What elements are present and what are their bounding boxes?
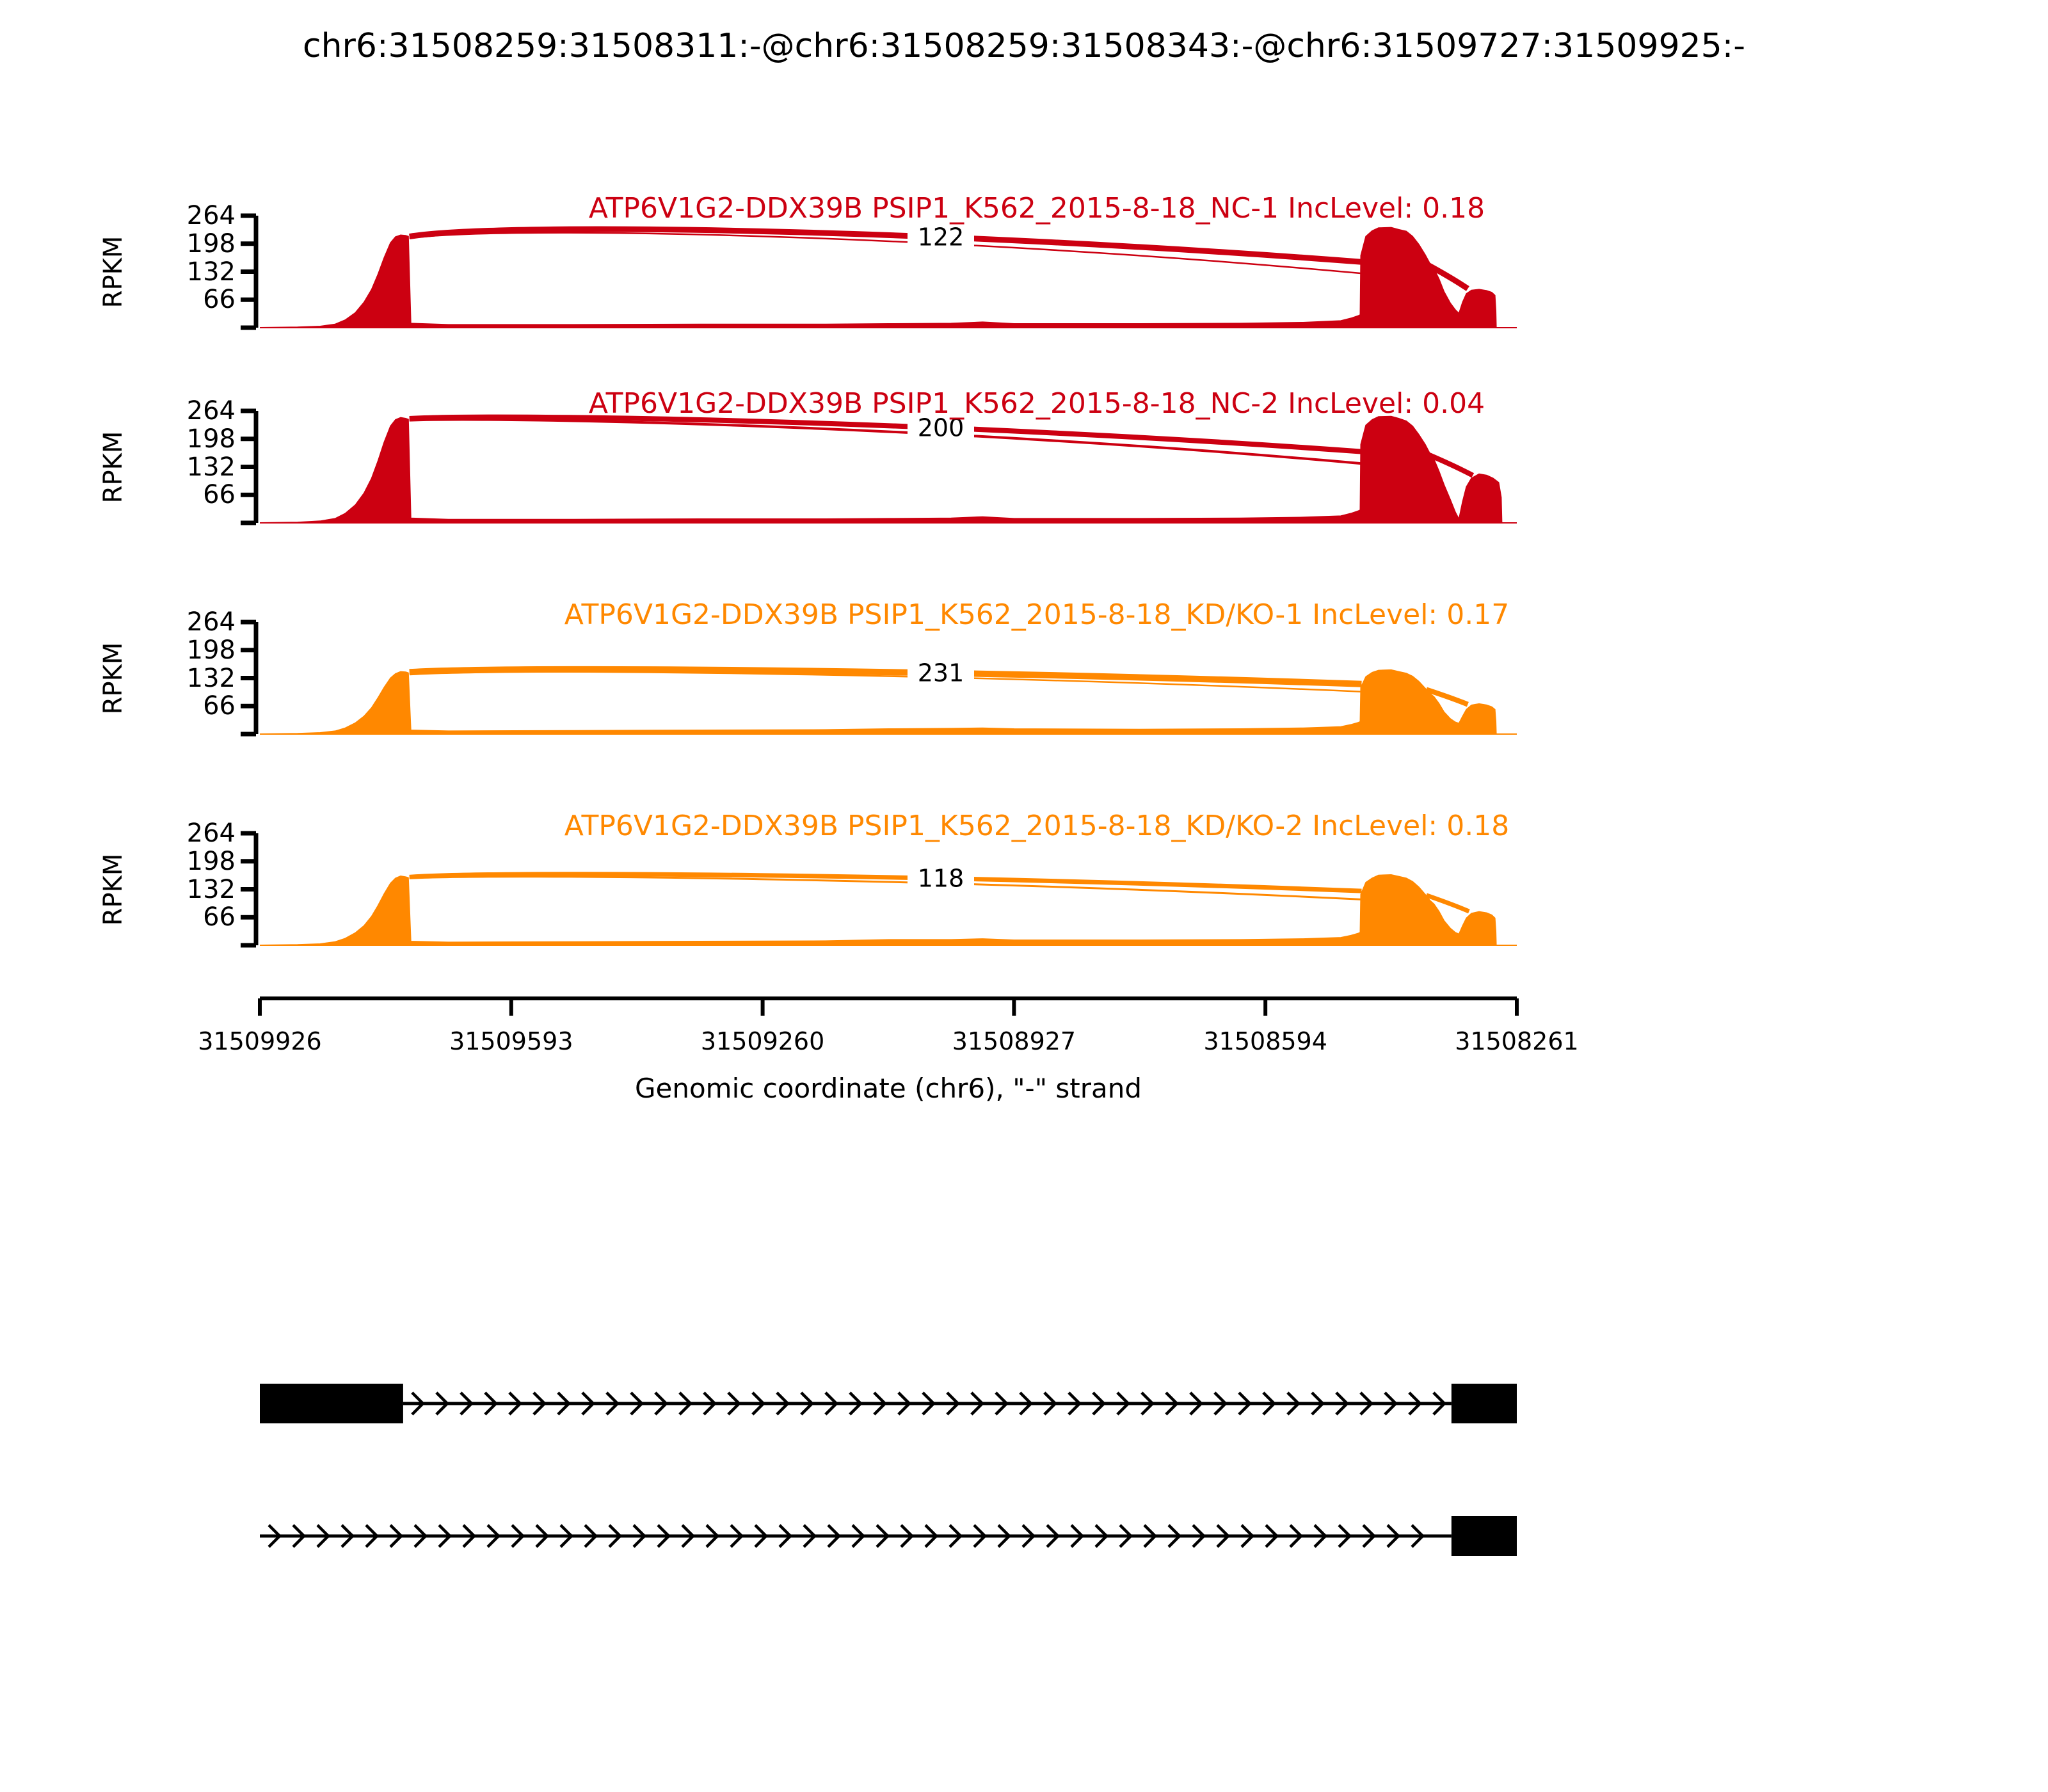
sashimi-track-kdko-1: RPKM 264 198 132 66 231 ATP6V1G2-DDX39B … — [99, 598, 1517, 737]
junction-count-label: 118 — [908, 862, 974, 895]
y-axis-title: RPKM — [99, 854, 128, 926]
y-tick-label: 132 — [187, 664, 236, 693]
coverage-area — [259, 874, 1517, 946]
y-axis-title: RPKM — [99, 236, 128, 308]
x-tick-label: 31509260 — [701, 1027, 824, 1055]
svg-text:122: 122 — [918, 223, 964, 251]
y-axis — [241, 831, 259, 948]
y-axis — [241, 620, 259, 737]
junction-arcs — [409, 666, 1469, 707]
coverage-area — [259, 669, 1517, 735]
y-tick-label: 66 — [203, 285, 236, 314]
y-axis — [241, 213, 259, 330]
coverage-area — [259, 227, 1517, 328]
isoform-track — [260, 1384, 1517, 1423]
x-tick-label: 31508594 — [1203, 1027, 1327, 1055]
y-axis — [241, 408, 259, 525]
y-tick-label: 132 — [187, 257, 236, 287]
sashimi-track-nc-2: RPKM 264 198 132 66 200 ATP6V1G2-DDX39B … — [99, 387, 1517, 525]
x-tick-label: 31509926 — [198, 1027, 321, 1055]
x-tick-labels: 31509926 31509593 31509260 31508927 3150… — [198, 1027, 1578, 1055]
y-tick-label: 66 — [203, 691, 236, 721]
y-tick-label: 198 — [187, 847, 236, 876]
x-tick-label: 31509593 — [449, 1027, 573, 1055]
track-title: ATP6V1G2-DDX39B PSIP1_K562_2015-8-18_NC-… — [589, 387, 1485, 420]
junction-arcs — [409, 414, 1475, 478]
y-tick-label: 66 — [203, 480, 236, 509]
svg-text:118: 118 — [918, 864, 964, 892]
junction-arcs — [409, 872, 1470, 914]
isoform-track — [260, 1516, 1517, 1556]
junction-arcs — [409, 226, 1469, 291]
junction-count-label: 231 — [908, 657, 974, 689]
y-tick-label: 198 — [187, 229, 236, 259]
y-tick-label: 264 — [187, 607, 236, 637]
y-tick-label: 132 — [187, 875, 236, 904]
y-tick-label: 198 — [187, 636, 236, 665]
coverage-area — [259, 415, 1517, 524]
junction-count-label: 122 — [908, 221, 974, 253]
x-axis-title: Genomic coordinate (chr6), "-" strand — [635, 1073, 1142, 1104]
y-tick-label: 264 — [187, 201, 236, 230]
track-title: ATP6V1G2-DDX39B PSIP1_K562_2015-8-18_NC-… — [589, 192, 1485, 225]
x-axis-spine — [258, 996, 1519, 1016]
svg-text:231: 231 — [918, 659, 964, 687]
x-axis: 31509926 31509593 31509260 31508927 3150… — [198, 996, 1579, 1104]
isoform-diagram — [260, 1384, 1517, 1556]
sashimi-track-nc-1: RPKM 264 198 132 66 122 ATP6V1G2-DDX39B … — [99, 192, 1517, 330]
y-axis-title: RPKM — [99, 431, 128, 504]
sashimi-track-kdko-2: RPKM 264 198 132 66 118 ATP6V1G2-DDX39B … — [99, 810, 1517, 948]
y-axis-title: RPKM — [99, 643, 128, 715]
x-tick-label: 31508927 — [952, 1027, 1076, 1055]
x-tick-label: 31508261 — [1455, 1027, 1578, 1055]
y-tick-label: 198 — [187, 424, 236, 454]
junction-count-label: 200 — [908, 412, 974, 444]
track-title: ATP6V1G2-DDX39B PSIP1_K562_2015-8-18_KD/… — [564, 810, 1509, 842]
y-tick-label: 264 — [187, 819, 236, 848]
y-tick-label: 264 — [187, 396, 236, 426]
svg-text:200: 200 — [918, 413, 964, 442]
page-title: chr6:31508259:31508311:-@chr6:31508259:3… — [302, 27, 1746, 65]
track-title: ATP6V1G2-DDX39B PSIP1_K562_2015-8-18_KD/… — [564, 598, 1509, 631]
y-tick-label: 66 — [203, 902, 236, 932]
y-tick-label: 132 — [187, 452, 236, 482]
